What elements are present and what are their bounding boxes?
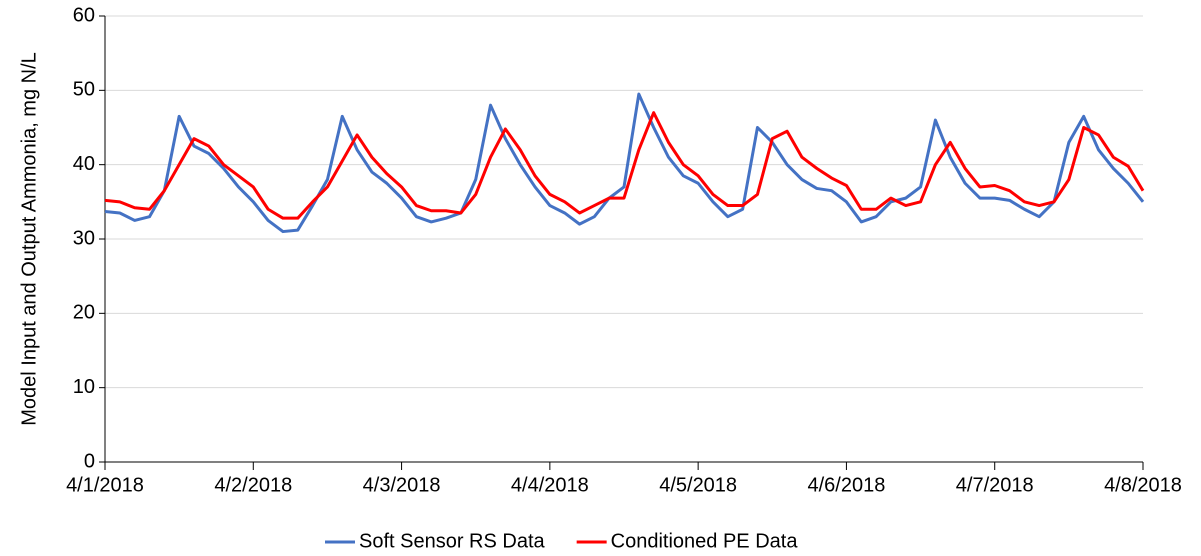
y-axis-label: Model Input and Output Ammonia, mg N/L xyxy=(18,52,40,426)
y-tick-label: 50 xyxy=(73,79,95,101)
x-tick-label: 4/1/2018 xyxy=(66,474,144,496)
legend-label: Soft Sensor RS Data xyxy=(359,530,546,552)
y-tick-label: 60 xyxy=(73,4,95,26)
x-tick-label: 4/4/2018 xyxy=(511,474,589,496)
x-tick-label: 4/8/2018 xyxy=(1104,474,1182,496)
series-line xyxy=(104,92,1145,234)
y-tick-label: 0 xyxy=(84,450,95,472)
x-tick-label: 4/2/2018 xyxy=(214,474,292,496)
series-line xyxy=(104,111,1145,220)
y-tick-label: 20 xyxy=(73,302,95,324)
x-tick-label: 4/6/2018 xyxy=(807,474,885,496)
y-tick-label: 40 xyxy=(73,153,95,175)
x-tick-label: 4/3/2018 xyxy=(363,474,441,496)
x-tick-label: 4/5/2018 xyxy=(659,474,737,496)
y-tick-label: 10 xyxy=(73,376,95,398)
legend-label: Conditioned PE Data xyxy=(611,530,799,552)
y-tick-label: 30 xyxy=(73,227,95,249)
x-tick-label: 4/7/2018 xyxy=(956,474,1034,496)
